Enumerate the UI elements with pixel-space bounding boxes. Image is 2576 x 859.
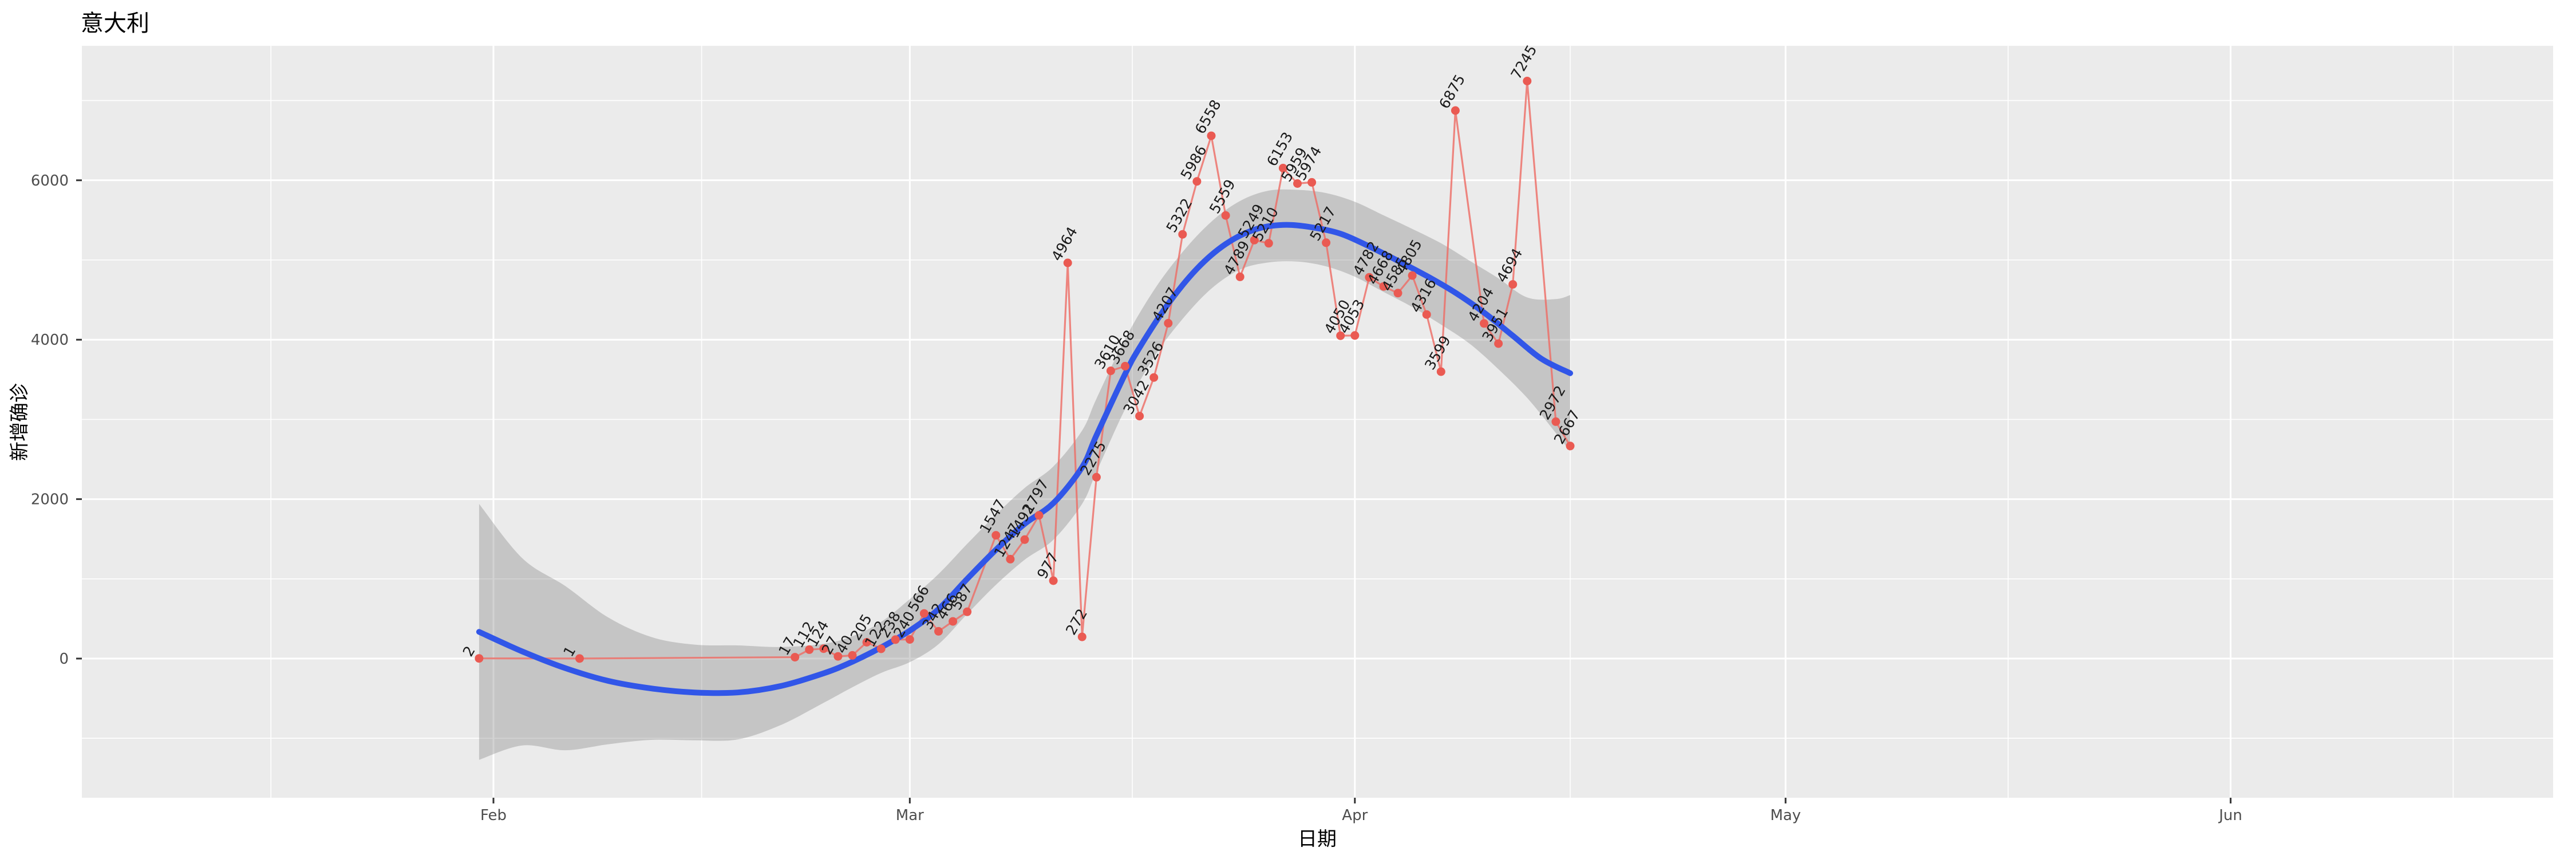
data-point (1164, 318, 1173, 328)
data-point (1322, 238, 1331, 247)
data-point (1436, 367, 1445, 376)
x-axis-title: 日期 (1298, 828, 1337, 851)
data-point (1393, 289, 1402, 298)
x-tick-label: Feb (480, 807, 507, 824)
data-point (848, 651, 857, 660)
y-tick-label: 2000 (31, 491, 69, 509)
data-point (1235, 272, 1244, 281)
data-point (805, 645, 814, 654)
data-points (475, 77, 1575, 663)
gridlines (82, 46, 2553, 798)
loess-smooth-line (476, 222, 1573, 696)
data-point (1264, 239, 1273, 248)
data-point (1278, 164, 1287, 172)
data-point (1006, 554, 1015, 564)
data-point (1494, 339, 1503, 348)
data-point (1207, 131, 1216, 140)
data-point (1135, 412, 1144, 421)
data-point (1379, 282, 1388, 291)
data-point (791, 653, 800, 662)
data-point (1121, 361, 1129, 371)
x-tick-label: Mar (896, 807, 924, 824)
data-point (1034, 511, 1044, 520)
data-point (949, 617, 958, 626)
data-point (1336, 331, 1345, 340)
data-point (919, 609, 929, 618)
data-point (819, 644, 828, 653)
y-tick-label: 6000 (31, 172, 69, 190)
data-point (1523, 77, 1532, 85)
x-tick-label: Apr (1342, 807, 1368, 824)
data-point (1149, 373, 1159, 382)
x-tick-label: Jun (2218, 807, 2242, 824)
data-point (1408, 271, 1417, 280)
y-tick-label: 0 (59, 651, 69, 668)
data-point (1551, 417, 1560, 426)
data-point (575, 654, 584, 663)
data-point (1106, 367, 1115, 375)
data-point (1192, 177, 1202, 186)
data-point (1092, 472, 1101, 482)
data-point (1480, 319, 1488, 328)
axes: Feb Mar Apr May Jun 0 2000 4000 6000 (31, 172, 2242, 824)
data-point (1077, 632, 1086, 641)
data-point (1365, 273, 1374, 282)
data-point (1508, 280, 1518, 289)
data-point (1350, 331, 1360, 340)
data-point (891, 635, 900, 644)
data-point (1451, 106, 1460, 115)
data-point (1020, 535, 1029, 544)
y-axis-title: 新增确诊 (8, 383, 31, 461)
data-point (862, 638, 871, 647)
data-point (876, 644, 886, 653)
confidence-band (479, 189, 1570, 760)
data-point (1250, 235, 1259, 245)
data-layer (475, 77, 1575, 760)
data-point (991, 531, 1001, 540)
data-point (1063, 258, 1072, 267)
data-point (833, 652, 843, 661)
y-tick-label: 4000 (31, 332, 69, 349)
x-tick-label: May (1770, 807, 1801, 824)
data-point (905, 635, 914, 644)
data-point (1566, 442, 1575, 451)
data-point (1049, 576, 1058, 585)
data-point (475, 654, 484, 663)
data-point (934, 626, 943, 636)
data-point (1221, 211, 1230, 220)
data-point (1293, 179, 1302, 188)
data-point (1307, 178, 1317, 187)
data-point (1422, 310, 1431, 319)
data-point (1178, 230, 1187, 239)
data-point (963, 607, 972, 616)
chart-title: 意大利 (81, 10, 149, 37)
